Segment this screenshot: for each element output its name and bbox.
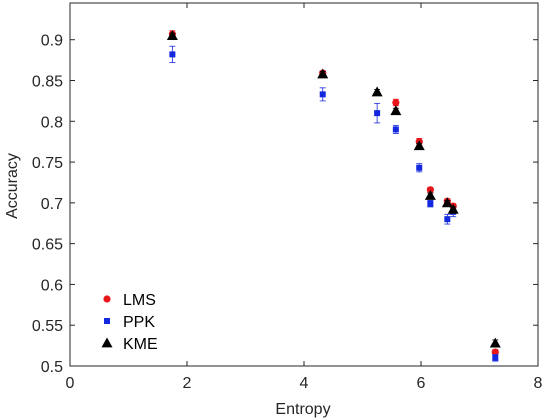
ppk-point <box>169 51 176 58</box>
x-tick-label: 2 <box>183 375 192 392</box>
legend-marker-ppk <box>104 318 110 324</box>
x-tick-label: 6 <box>417 375 426 392</box>
y-tick-label: 0.85 <box>32 73 63 90</box>
x-tick-label: 4 <box>300 375 309 392</box>
y-tick-label: 0.6 <box>41 277 63 294</box>
kme-point <box>371 86 383 97</box>
series-lms <box>168 30 499 356</box>
x-axis-ticks: 0 2 4 6 8 <box>66 3 543 392</box>
y-tick-label: 0.75 <box>32 155 63 172</box>
ppk-point <box>444 216 451 223</box>
x-tick-label: 8 <box>534 375 543 392</box>
ppk-point <box>427 200 434 207</box>
legend-label-kme: KME <box>123 336 158 353</box>
legend-marker-kme <box>101 337 113 348</box>
kme-point <box>317 68 329 79</box>
kme-point <box>390 105 402 116</box>
plot-area <box>69 2 539 367</box>
plot-frame <box>69 2 539 367</box>
kme-point <box>413 140 425 151</box>
y-axis-label: Accuracy <box>4 153 21 219</box>
ppk-point <box>392 126 399 133</box>
ppk-point <box>416 164 423 171</box>
lms-point <box>426 186 434 194</box>
kme-point <box>166 30 178 41</box>
y-tick-label: 0.9 <box>41 33 63 50</box>
legend: LMS PPK KME <box>101 292 158 353</box>
x-tick-label: 0 <box>66 375 75 392</box>
ppk-point <box>492 354 499 361</box>
y-tick-label: 0.8 <box>41 114 63 131</box>
kme-point <box>424 190 436 200</box>
ppk-point <box>374 110 381 117</box>
legend-label-ppk: PPK <box>123 314 155 331</box>
ppk-point <box>319 91 326 98</box>
legend-marker-lms <box>103 295 111 303</box>
y-tick-label: 0.5 <box>41 359 63 376</box>
y-tick-label: 0.7 <box>41 196 63 213</box>
lms-point <box>392 98 400 107</box>
series-layer <box>166 30 501 362</box>
y-axis-ticks: 0.5 0.55 0.6 0.65 0.7 0.75 0.8 0.85 0.9 <box>32 33 538 376</box>
kme-point <box>441 197 453 208</box>
lms-point <box>491 348 499 356</box>
series-kme <box>166 30 501 348</box>
y-tick-label: 0.55 <box>32 318 63 335</box>
x-axis-label: Entropy <box>275 401 330 418</box>
legend-label-lms: LMS <box>123 292 156 309</box>
kme-point <box>489 337 501 348</box>
y-tick-label: 0.65 <box>32 237 63 254</box>
kme-point <box>447 203 459 214</box>
